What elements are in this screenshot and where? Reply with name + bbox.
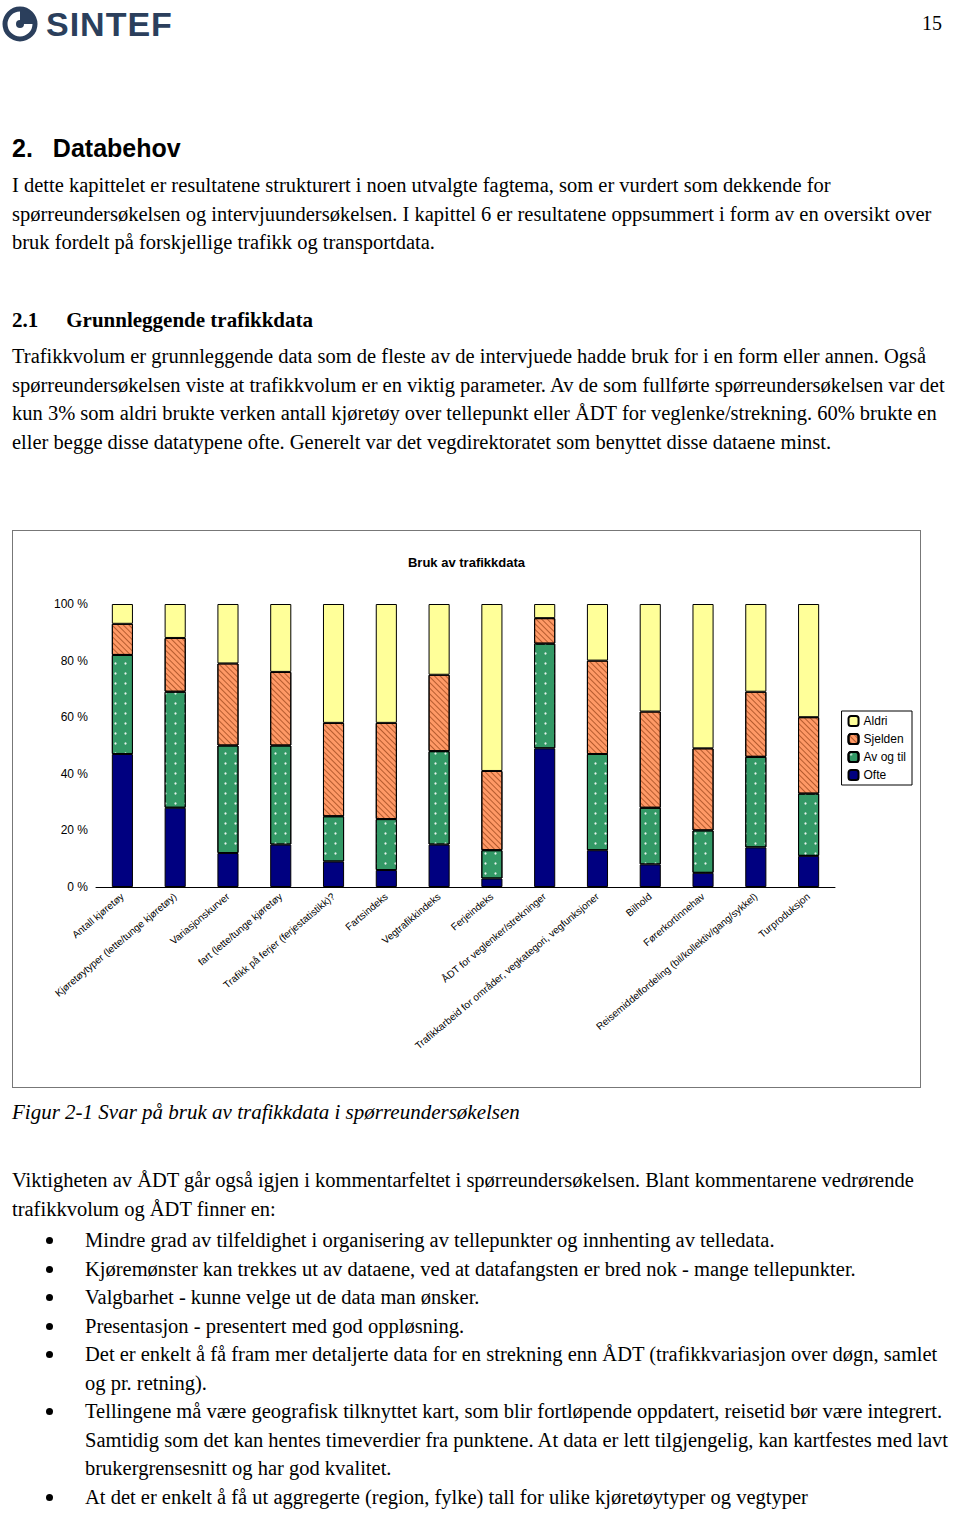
- svg-text:40 %: 40 %: [61, 767, 89, 781]
- svg-text:Trafikkarbeid for områder, veg: Trafikkarbeid for områder, vegkategori, …: [413, 890, 602, 1051]
- svg-text:fart (lette/tunge kjøretøy: fart (lette/tunge kjøretøy: [196, 891, 284, 968]
- html-text:Figur 2-1 Svar på bruk av traf: Figur 2-1 Svar på bruk av trafikkdata i …: [12, 1100, 520, 1124]
- svg-text:Ofte: Ofte: [864, 768, 887, 782]
- svg-text:Variasjonskurver: Variasjonskurver: [168, 890, 232, 947]
- svg-text:0 %: 0 %: [67, 880, 88, 894]
- html-text:2.1: 2.1: [12, 308, 39, 332]
- html-text:Grunnleggende trafikkdata: Grunnleggende trafikkdata: [66, 308, 313, 332]
- html-text:I dette kapittelet er resultat: I dette kapittelet er resultatene strukt…: [12, 174, 932, 253]
- html-text:Kjøremønster kan trekkes ut av: Kjøremønster kan trekkes ut av dataene, …: [85, 1257, 856, 1280]
- html-text:2.: 2.: [12, 134, 33, 162]
- svg-text:80 %: 80 %: [61, 654, 89, 668]
- svg-text:20 %: 20 %: [61, 823, 89, 837]
- svg-text:Fartsindeks: Fartsindeks: [343, 891, 390, 933]
- svg-text:Aldri: Aldri: [864, 714, 888, 728]
- svg-text:Ferjeindeks: Ferjeindeks: [449, 891, 496, 933]
- svg-text:Kjøretøytyper (lette/tunge kjø: Kjøretøytyper (lette/tunge kjøretøy): [53, 891, 179, 999]
- svg-text:Av og til: Av og til: [864, 750, 906, 764]
- html-text:Tellingene må være geografisk: Tellingene må være geografisk tilknyttet…: [85, 1400, 948, 1479]
- html-text:Valgbarhet - kunne velge ut de: Valgbarhet - kunne velge ut de data man …: [85, 1286, 480, 1308]
- svg-text:Sjelden: Sjelden: [864, 732, 904, 746]
- html-text:15: 15: [922, 12, 942, 34]
- html-text:At det er enkelt å få ut aggre: At det er enkelt å få ut aggregerte (reg…: [85, 1485, 808, 1508]
- svg-text:Trafikk på ferjer (ferjestatis: Trafikk på ferjer (ferjestatistikk)?: [221, 891, 337, 991]
- svg-text:100 %: 100 %: [54, 597, 88, 611]
- html-text:Presentasjon - presentert med: Presentasjon - presentert med god oppløs…: [85, 1314, 465, 1337]
- svg-text:Reisemiddelfordeling (bil/koll: Reisemiddelfordeling (bil/kollektiv/gang…: [594, 891, 759, 1032]
- svg-text:60 %: 60 %: [61, 710, 89, 724]
- svg-text:Bruk av trafikkdata: Bruk av trafikkdata: [408, 555, 526, 570]
- svg-text:Bilhold: Bilhold: [624, 891, 654, 919]
- svg-text:Vegtrafikkindeks: Vegtrafikkindeks: [380, 891, 443, 946]
- html-text:Viktigheten av ÅDT går også ig: Viktigheten av ÅDT går også igjen i komm…: [12, 1169, 914, 1220]
- html-text:Trafikkvolum er grunnleggende: Trafikkvolum er grunnleggende data som d…: [12, 345, 945, 453]
- svg-text:Førerkortinnehav: Førerkortinnehav: [641, 890, 707, 949]
- svg-text:ÅDT for veglenker/strekninger: ÅDT for veglenker/strekninger: [439, 890, 549, 985]
- svg-text:Antall kjøretøy: Antall kjøretøy: [70, 891, 126, 941]
- html-text:Mindre grad av tilfeldighet i: Mindre grad av tilfeldighet i organiseri…: [85, 1229, 775, 1251]
- html-text:Databehov: Databehov: [52, 134, 181, 162]
- svg-text:Turproduksjon: Turproduksjon: [756, 891, 812, 940]
- html-text:SINTEF: SINTEF: [46, 4, 173, 43]
- html-text:Det er enkelt å få fram mer de: Det er enkelt å få fram mer detaljerte d…: [85, 1343, 938, 1394]
